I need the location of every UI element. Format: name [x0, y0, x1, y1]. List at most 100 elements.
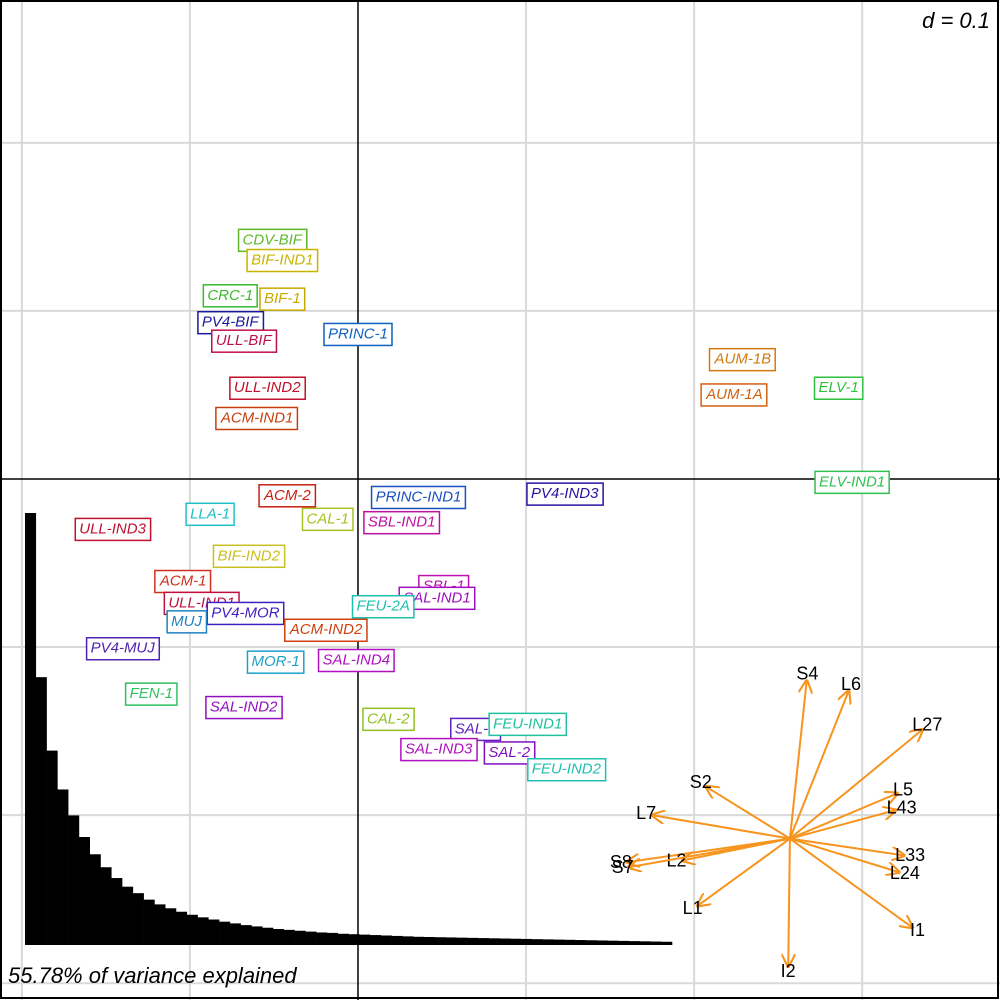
label-box: [205, 695, 283, 720]
eigen-bar: [370, 935, 382, 945]
group-label: ELV-IND1: [819, 473, 885, 490]
eigen-bar: [542, 939, 554, 945]
group-label: FEU-2A: [357, 598, 410, 615]
label-box: [708, 347, 776, 372]
group: LLA-1: [185, 502, 235, 527]
eigen-bar: [132, 893, 144, 945]
eigen-bar: [219, 921, 231, 945]
eigen-bar: [25, 513, 37, 945]
group-label: MOR-1: [251, 653, 299, 670]
group: ACM-2: [258, 484, 317, 508]
label-box: [301, 507, 354, 532]
label-box: [813, 376, 864, 400]
group-label: CRC-1: [207, 287, 253, 304]
group-label: ACM-IND2: [289, 621, 363, 638]
eigen-bar: [359, 934, 371, 945]
variable-arrow: [789, 837, 899, 873]
group: SBL-IND1: [363, 510, 441, 535]
group: FEU-2A: [351, 594, 415, 619]
eigen-bar: [175, 911, 188, 945]
eigen-bar: [628, 941, 640, 945]
eigen-bar: [553, 939, 565, 945]
group: FEU-IND1: [488, 712, 568, 737]
eigen-bar: [650, 941, 662, 945]
group: AUM-1B: [708, 347, 776, 372]
eigen-bar: [229, 923, 241, 945]
group: ACM-IND1: [215, 406, 299, 431]
eigen-bar: [35, 677, 47, 945]
label-box: [202, 284, 258, 308]
group-label: FEN-1: [130, 685, 173, 702]
eigen-bar: [100, 867, 112, 945]
group: SAL-IND3: [400, 737, 478, 762]
group: CAL-1: [301, 507, 354, 532]
variable-arrow: [788, 681, 807, 839]
group-label: PV4-IND3: [531, 485, 599, 502]
variable-label: I2: [781, 961, 796, 981]
group: PRINC-1: [323, 322, 393, 347]
variable-arrow: [789, 793, 898, 840]
group: SAL-IND2: [205, 695, 283, 720]
eigen-bar: [294, 930, 306, 945]
group-label: AUM-1A: [705, 386, 763, 403]
group: PV4-IND3: [526, 482, 604, 506]
label-box: [814, 470, 890, 495]
eigen-bar: [348, 934, 360, 945]
eigen-bar: [89, 854, 101, 945]
variable-label: L27: [912, 714, 942, 734]
group: BIF-IND2: [212, 544, 286, 569]
variable-arrow: [629, 837, 791, 868]
label-box: [363, 510, 441, 535]
eigen-bar: [434, 937, 446, 945]
group-label: LLA-1: [190, 505, 230, 522]
label-box: [526, 482, 604, 506]
eigen-bar: [596, 940, 608, 945]
variable-arrow: [789, 837, 913, 928]
eigen-bar: [197, 917, 209, 945]
group: ELV-IND1: [814, 470, 890, 495]
eigen-bar: [186, 914, 198, 945]
eigen-bar: [68, 815, 80, 945]
label-box: [370, 485, 467, 510]
eigen-bar: [78, 837, 90, 945]
variable-arrow: [788, 838, 790, 967]
eigen-bar: [283, 929, 295, 945]
label-box: [166, 610, 208, 634]
group-label: CAL-1: [306, 510, 349, 527]
label-box: [258, 484, 317, 508]
variable-arrow: [789, 837, 904, 856]
eigen-bar: [488, 938, 500, 945]
eigen-bar: [510, 938, 522, 945]
variable-label: L33: [895, 845, 925, 865]
label-box: [527, 757, 607, 782]
label-box: [323, 322, 393, 347]
group: CDV-BIF: [237, 228, 308, 253]
eigen-bar: [445, 937, 457, 945]
variable-label: L2: [666, 850, 686, 870]
group-label: SAL-2: [488, 744, 530, 761]
scale-annotation: d = 0.1: [922, 8, 990, 33]
group: CAL-2: [362, 707, 415, 732]
group-label: PV4-BIF: [202, 314, 260, 331]
label-box: [259, 287, 306, 311]
eigen-bar: [467, 937, 479, 945]
label-box: [124, 682, 178, 706]
group-label: ACM-IND1: [220, 409, 294, 426]
eigen-bar: [499, 938, 511, 945]
group-label: ULL-IND2: [234, 379, 301, 396]
eigen-bar: [380, 935, 392, 945]
eigen-bar: [413, 936, 425, 945]
group: SAL-1: [450, 717, 502, 742]
variable-label: S7: [612, 857, 634, 877]
group-label: SBL-IND1: [368, 514, 436, 531]
eigen-bar: [564, 939, 576, 945]
eigen-bar: [57, 789, 69, 945]
variable-arrow: [697, 837, 791, 906]
group-label: PRINC-IND1: [376, 488, 462, 505]
group-label: PRINC-1: [328, 325, 388, 342]
group-label: ULL-IND3: [79, 520, 146, 537]
